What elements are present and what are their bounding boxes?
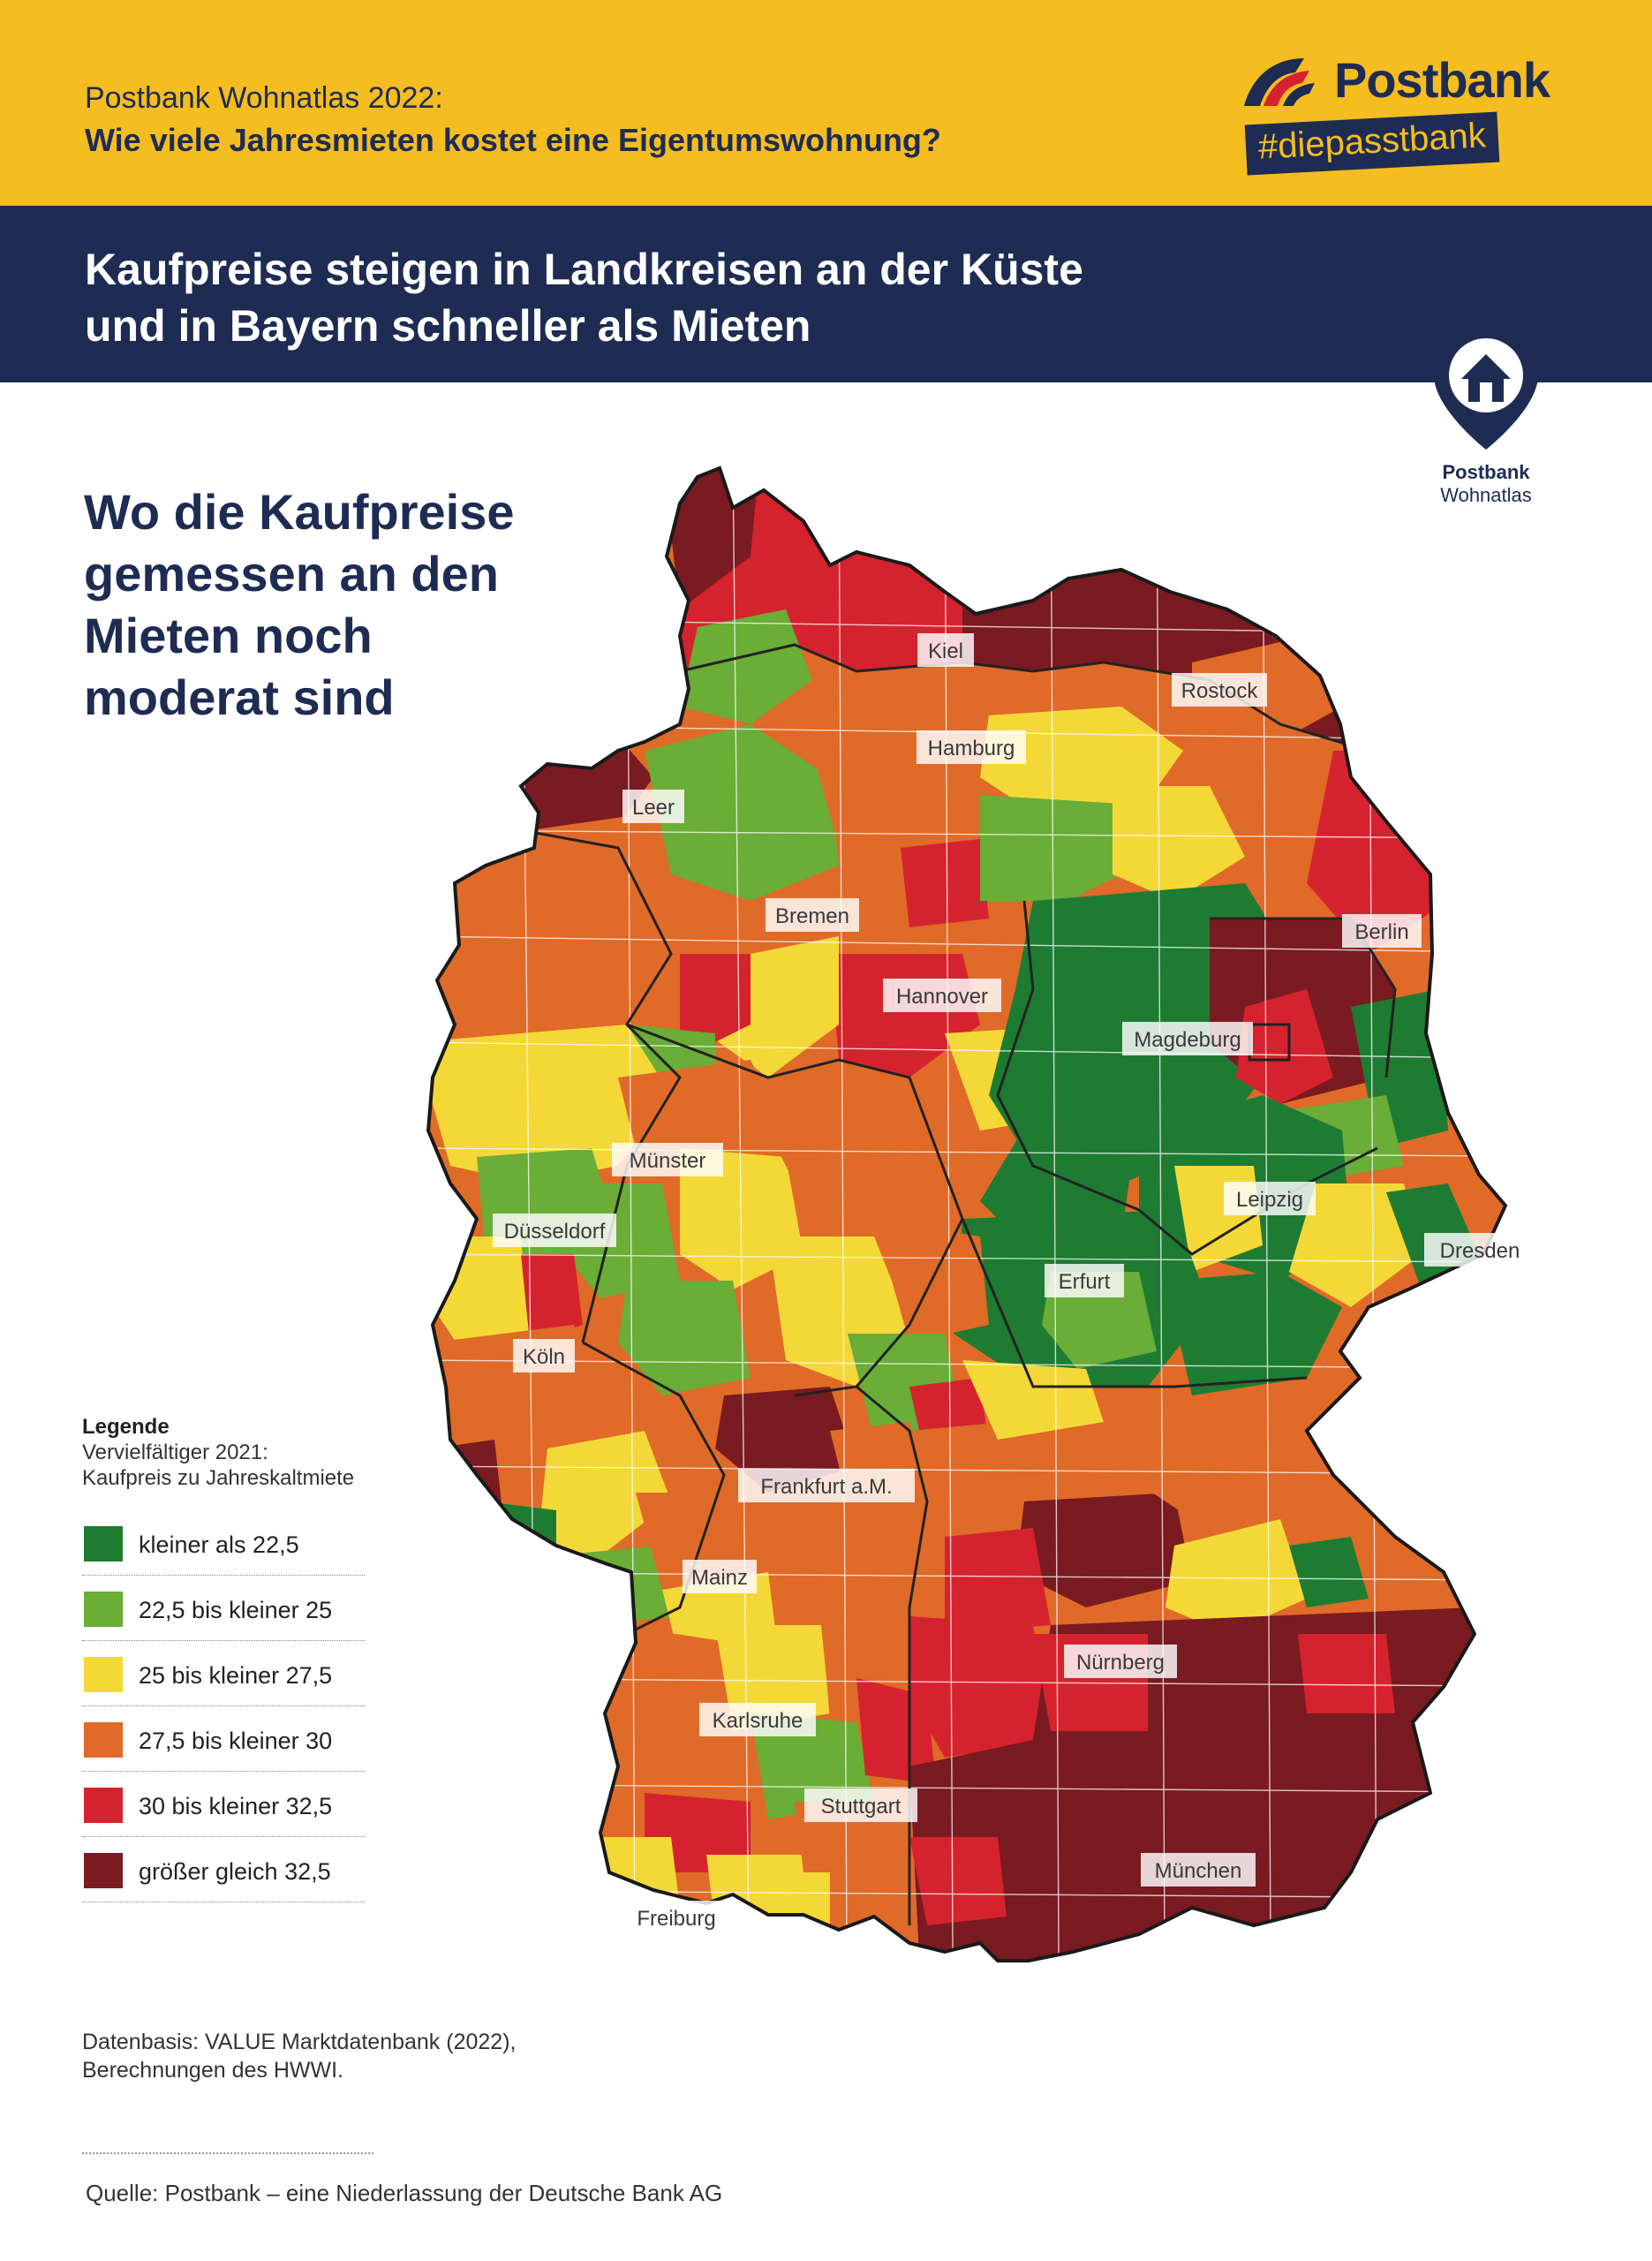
city-label-mainz: Mainz [683,1560,757,1593]
city-label-stuttgart: Stuttgart [804,1788,917,1822]
city-name: Magdeburg [1134,1028,1241,1052]
legend-item: 30 bis kleiner 32,5 [82,1772,365,1837]
city-name: Hamburg [928,737,1015,760]
city-name: Berlin [1354,920,1408,944]
headline-line-2: und in Bayern schneller als Mieten [85,301,811,351]
city-label-dresden: Dresden [1424,1233,1535,1267]
data-basis-line-1: Datenbasis: VALUE Marktdatenbank (2022), [82,2030,517,2054]
postbank-swoosh-icon [1244,58,1315,106]
badge-line-2: Wohnatlas [1440,484,1532,506]
city-name: Dresden [1440,1239,1520,1263]
top-header-bar: Postbank Wohnatlas 2022: Wie viele Jahre… [0,0,1652,206]
legend-item: 22,5 bis kleiner 25 [82,1576,365,1641]
data-basis-note: Datenbasis: VALUE Marktdatenbank (2022),… [82,2028,516,2084]
legend-items: kleiner als 22,5 22,5 bis kleiner 25 25 … [82,1510,365,1902]
report-question: Wie viele Jahresmieten kostet eine Eigen… [85,122,941,158]
city-name: Münster [630,1149,706,1173]
city-label-magdeburg: Magdeburg [1122,1022,1253,1055]
city-label-kiel: Kiel [917,633,974,667]
report-overline: Postbank Wohnatlas 2022: [85,81,443,115]
city-label-rostock: Rostock [1172,673,1267,707]
city-name: Stuttgart [821,1795,901,1819]
city-label-freiburg: Freiburg [620,1901,733,1934]
city-name: Karlsruhe [713,1709,803,1733]
city-name: Hannover [896,985,988,1009]
city-label-erfurt: Erfurt [1045,1264,1124,1297]
city-name: Erfurt [1059,1270,1111,1294]
wohnatlas-badge: Postbank Wohnatlas [1429,321,1543,524]
city-name: Frankfurt a.M. [760,1475,892,1499]
city-name: Bremen [775,904,849,928]
subtitle-line-2: gemessen an den [84,546,499,601]
city-name: Köln [523,1345,565,1369]
legend-label: 27,5 bis kleiner 30 [139,1728,333,1754]
legend-title: Legende [82,1415,170,1439]
footer-divider [82,2152,373,2154]
city-labels: Kiel Rostock Hamburg Leer Bremen Berlin … [493,633,1535,1934]
legend-swatch [84,1788,123,1823]
city-label-hannover: Hannover [883,979,1001,1012]
city-label-duesseldorf: Düsseldorf [493,1214,616,1247]
legend-item: größer gleich 32,5 [82,1837,365,1902]
map-legend: Legende Vervielfältiger 2021: Kaufpreis … [82,1415,365,1902]
badge-line-1: Postbank [1442,461,1530,483]
brand-hashtag: #diepasstbank [1244,111,1500,176]
city-name: Kiel [928,639,963,663]
city-name: Leipzig [1236,1188,1303,1212]
city-label-karlsruhe: Karlsruhe [699,1703,816,1736]
headline: Kaufpreise steigen in Landkreisen an der… [85,241,1233,354]
legend-swatch [84,1722,123,1758]
city-label-koeln: Köln [513,1339,575,1372]
legend-swatch [84,1853,123,1888]
city-name: Rostock [1181,679,1259,703]
legend-label: 25 bis kleiner 27,5 [139,1662,333,1689]
city-label-muenster: Münster [612,1143,723,1176]
legend-swatch [84,1657,123,1692]
city-label-leipzig: Leipzig [1224,1182,1316,1215]
city-name: Düsseldorf [504,1220,606,1244]
legend-subtitle-1: Vervielfältiger 2021: [82,1441,268,1464]
location-pin-house-icon [1434,324,1538,450]
city-name: Mainz [691,1566,748,1590]
legend-label: 30 bis kleiner 32,5 [139,1793,333,1819]
source-note: Quelle: Postbank – eine Niederlassung de… [86,2180,723,2206]
legend-label: 22,5 bis kleiner 25 [139,1597,333,1623]
brand-name: Postbank [1334,52,1550,108]
legend-item: 27,5 bis kleiner 30 [82,1706,365,1772]
legend-item: kleiner als 22,5 [82,1510,365,1576]
legend-label: größer gleich 32,5 [139,1858,331,1885]
city-label-muenchen: München [1141,1853,1256,1887]
legend-swatch [84,1592,123,1627]
city-label-nuernberg: Nürnberg [1064,1645,1177,1678]
subtitle-line-4: moderat sind [84,669,395,725]
city-label-hamburg: Hamburg [917,730,1026,764]
postbank-logo: Postbank #diepasstbank [1241,51,1550,176]
city-name: Freiburg [637,1907,715,1931]
city-name: München [1155,1859,1242,1883]
subtitle-line-3: Mieten noch [84,608,373,663]
city-name: Nürnberg [1076,1651,1165,1675]
legend-item: 25 bis kleiner 27,5 [82,1641,365,1706]
city-label-leer: Leer [622,790,684,823]
subtitle-line-1: Wo die Kaufpreise [84,484,515,540]
legend-swatch [84,1526,123,1562]
city-label-berlin: Berlin [1342,914,1422,948]
data-basis-line-2: Berechnungen des HWWI. [82,2058,343,2083]
germany-choropleth-map: Kiel Rostock Hamburg Leer Bremen Berlin … [426,466,1535,1962]
map-subtitle: Wo die Kaufpreise gemessen an den Mieten… [84,481,631,729]
headline-line-1: Kaufpreise steigen in Landkreisen an der… [85,245,1083,294]
city-name: Leer [632,796,675,820]
city-label-bremen: Bremen [766,898,859,932]
legend-subtitle-2: Kaufpreis zu Jahreskaltmiete [82,1466,355,1490]
headline-banner [0,206,1652,382]
legend-label: kleiner als 22,5 [139,1531,299,1558]
city-label-frankfurt: Frankfurt a.M. [738,1469,915,1502]
